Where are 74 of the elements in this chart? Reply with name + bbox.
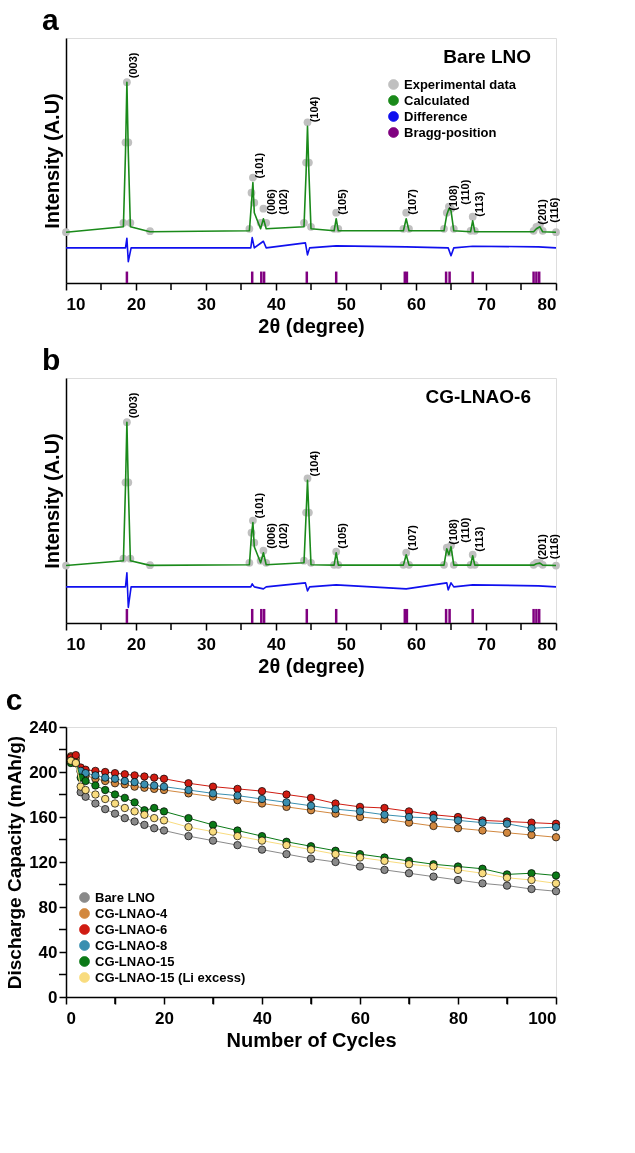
x-tick-label: 80 bbox=[537, 294, 557, 314]
chart-title: b bbox=[42, 343, 61, 376]
annotation: (105) bbox=[336, 188, 349, 215]
annotation: (110) bbox=[458, 179, 471, 205]
annotation: (006) bbox=[264, 522, 277, 549]
y-axis-title: Intensity (A.U) bbox=[40, 433, 63, 569]
y-tick-label: 160 bbox=[29, 807, 58, 827]
y-tick-label: 240 bbox=[29, 717, 58, 737]
y-tick-label: 0 bbox=[48, 987, 58, 1007]
legend-label: CG-LNAO-15 bbox=[95, 953, 175, 969]
annotation: (116) bbox=[548, 533, 561, 560]
x-tick-label: 60 bbox=[351, 1008, 370, 1028]
y-tick-label: 40 bbox=[38, 942, 58, 962]
chart-title: c bbox=[5, 683, 23, 716]
y-tick-label: 80 bbox=[38, 897, 58, 917]
legend-label: Bare LNO bbox=[95, 889, 155, 905]
legend-label: CG-LNAO-15 (Li excess) bbox=[95, 969, 246, 985]
annotation: (110) bbox=[458, 517, 471, 543]
legend-label: Bragg-position bbox=[404, 124, 497, 140]
x-tick-label: 10 bbox=[66, 294, 86, 314]
x-tick-label: 60 bbox=[407, 294, 426, 314]
x-tick-label: 40 bbox=[267, 634, 286, 654]
legend-label: CG-LNAO-8 bbox=[95, 937, 168, 953]
legend-label: Calculated bbox=[404, 92, 470, 108]
annotation: (108) bbox=[446, 518, 459, 545]
legend-label: Experimental data bbox=[404, 76, 517, 92]
chart-title: a bbox=[42, 3, 59, 36]
annotation: (102) bbox=[276, 522, 289, 549]
x-tick-label: 80 bbox=[537, 634, 557, 654]
annotation: (108) bbox=[446, 184, 459, 211]
text: CG-LNAO-6 bbox=[425, 386, 531, 407]
x-tick-label: 20 bbox=[127, 294, 146, 314]
annotation: (113) bbox=[472, 526, 485, 552]
y-tick-label: 200 bbox=[29, 762, 58, 782]
annotation: (116) bbox=[548, 197, 561, 223]
annotation: (101) bbox=[252, 152, 265, 179]
annotation: (006) bbox=[264, 188, 277, 215]
x-tick-label: 80 bbox=[449, 1008, 468, 1028]
annotation: (003) bbox=[126, 52, 139, 79]
annotation: (201) bbox=[536, 198, 549, 225]
y-axis-title: Intensity (A.U) bbox=[40, 93, 63, 229]
x-tick-label: 60 bbox=[407, 634, 426, 654]
x-tick-label: 40 bbox=[267, 294, 286, 314]
x-tick-label: 0 bbox=[66, 1008, 76, 1028]
annotation: (102) bbox=[276, 188, 289, 215]
text: Bare LNO bbox=[443, 46, 531, 67]
y-axis-title: Discharge Capacity (mAh/g) bbox=[4, 735, 26, 990]
annotation: (104) bbox=[307, 450, 320, 477]
x-axis-title: 2θ (degree) bbox=[258, 654, 365, 677]
annotation: (107) bbox=[406, 188, 419, 215]
x-tick-label: 50 bbox=[337, 294, 356, 314]
legend-label: Difference bbox=[404, 108, 468, 124]
y-tick-label: 120 bbox=[29, 852, 58, 872]
annotation: (104) bbox=[307, 96, 320, 123]
legend-label: CG-LNAO-4 bbox=[95, 905, 168, 921]
legend-label: CG-LNAO-6 bbox=[95, 921, 168, 937]
x-tick-label: 70 bbox=[477, 294, 496, 314]
x-tick-label: 70 bbox=[477, 634, 496, 654]
annotation: (101) bbox=[252, 492, 265, 519]
x-tick-label: 30 bbox=[197, 634, 216, 654]
annotation: (105) bbox=[336, 522, 349, 549]
x-tick-label: 20 bbox=[155, 1008, 174, 1028]
x-axis-title: Number of Cycles bbox=[226, 1028, 397, 1051]
x-tick-label: 50 bbox=[337, 634, 356, 654]
x-tick-label: 100 bbox=[528, 1008, 557, 1028]
annotation: (201) bbox=[536, 533, 549, 560]
annotation: (003) bbox=[126, 392, 139, 419]
x-tick-label: 20 bbox=[127, 634, 146, 654]
annotation: (107) bbox=[406, 524, 419, 551]
annotation: (113) bbox=[472, 191, 485, 217]
x-tick-label: 10 bbox=[66, 634, 86, 654]
x-axis-title: 2θ (degree) bbox=[258, 314, 365, 337]
x-tick-label: 40 bbox=[253, 1008, 272, 1028]
x-tick-label: 30 bbox=[197, 294, 216, 314]
